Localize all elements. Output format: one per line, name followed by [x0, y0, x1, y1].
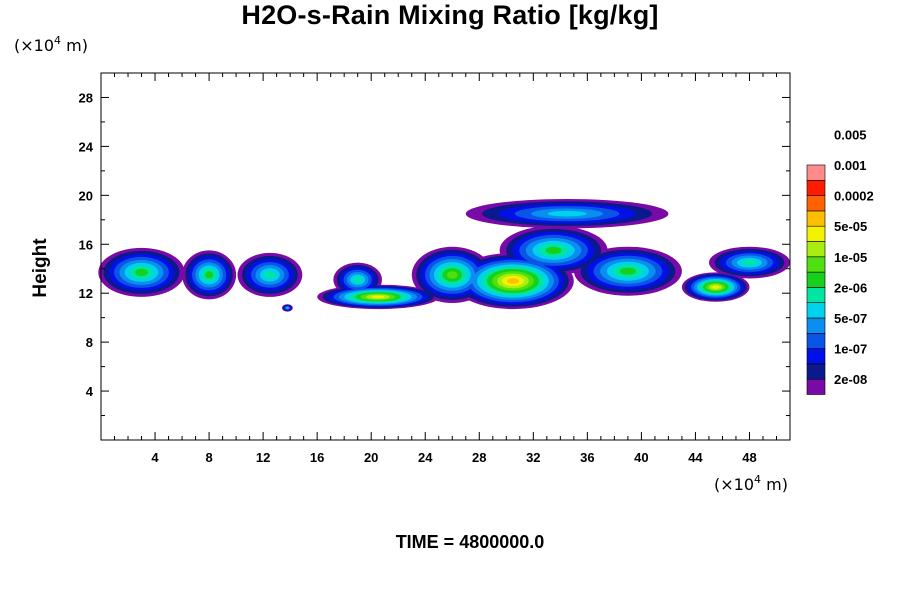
colorbar-label: 0.005 [834, 127, 867, 142]
contour-level-6 [264, 271, 276, 279]
y-tick-label: 8 [86, 335, 93, 350]
y-unit-exponent: 4 [54, 34, 62, 47]
contour-level-7 [205, 271, 214, 279]
colorbar-label: 1e-05 [834, 250, 867, 265]
contour-field [98, 199, 790, 312]
x-tick-label: 12 [256, 450, 270, 465]
contour-level-8 [447, 271, 458, 279]
contour-level-5 [547, 210, 587, 217]
y-tick-label: 24 [79, 139, 94, 154]
colorbar-swatch [806, 164, 826, 181]
colorbar-swatch [806, 332, 826, 349]
contour-level-7 [135, 268, 148, 276]
time-label: TIME = 4800000.0 [395, 532, 545, 552]
contour-level-10 [712, 285, 720, 289]
contour-level-11 [507, 278, 519, 284]
colorbar-label: 2e-08 [834, 372, 867, 387]
y-tick-label: 12 [79, 286, 93, 301]
colorbar-label: 1e-07 [834, 342, 867, 357]
colorbar-swatch [806, 256, 826, 273]
y-tick-label: 20 [79, 188, 93, 203]
contour-level-7 [545, 246, 562, 254]
x-unit-prefix: (×10 [714, 475, 755, 494]
contour-level-5 [286, 306, 289, 309]
contour-level-10 [371, 295, 385, 299]
colorbar-swatch [806, 180, 826, 196]
y-tick-label: 28 [79, 90, 93, 105]
colorbar-swatch [806, 378, 826, 395]
contour-level-6 [742, 259, 757, 266]
x-unit-suffix: m) [761, 475, 788, 494]
x-tick-label: 8 [205, 450, 212, 465]
colorbar-swatch [806, 195, 826, 212]
contour-level-6 [353, 276, 362, 283]
y-unit-suffix: m) [61, 36, 88, 55]
x-tick-label: 4 [151, 450, 159, 465]
x-tick-label: 44 [688, 450, 703, 465]
y-tick-label: 16 [79, 237, 93, 252]
x-axis-unit: (×104 m) [714, 473, 788, 494]
colorbar-label: 2e-06 [834, 280, 867, 295]
colorbar-label: 5e-05 [834, 219, 867, 234]
x-tick-label: 28 [472, 450, 486, 465]
colorbar-swatch [806, 287, 826, 303]
x-tick-label: 24 [418, 450, 433, 465]
colorbar-swatch [806, 271, 826, 288]
y-axis-unit: (×104 m) [14, 34, 88, 55]
x-tick-label: 20 [364, 450, 378, 465]
colorbar-swatch [806, 317, 826, 334]
colorbar-swatch [806, 241, 826, 258]
y-axis: 4 8 12 16 20 24 28 [79, 72, 790, 417]
x-axis: 4 8 12 16 20 24 28 32 36 40 44 48 [114, 73, 777, 465]
x-tick-label: 48 [742, 450, 756, 465]
contour-level-7 [620, 267, 636, 275]
x-tick-label: 36 [580, 450, 594, 465]
plot-frame [100, 72, 791, 441]
colorbar-swatch [806, 348, 826, 365]
colorbar: 2e-08 1e-07 5e-07 2e-06 1e-05 5e-05 0.0002 0.00… [806, 127, 874, 395]
x-tick-label: 32 [526, 450, 540, 465]
colorbar-swatch [806, 225, 826, 242]
colorbar-swatch [806, 302, 826, 319]
x-tick-label: 40 [634, 450, 648, 465]
y-tick-label: 4 [86, 384, 94, 399]
chart-title: H2O-s-Rain Mixing Ratio [kg/kg] [241, 0, 659, 30]
colorbar-swatch [806, 363, 826, 380]
x-unit-exponent: 4 [754, 473, 762, 486]
y-unit-prefix: (×10 [14, 36, 55, 55]
colorbar-label: 5e-07 [834, 311, 867, 326]
colorbar-label: 0.0002 [834, 189, 874, 204]
x-tick-label: 16 [310, 450, 324, 465]
colorbar-swatch [806, 210, 826, 227]
colorbar-label: 0.001 [834, 158, 867, 173]
